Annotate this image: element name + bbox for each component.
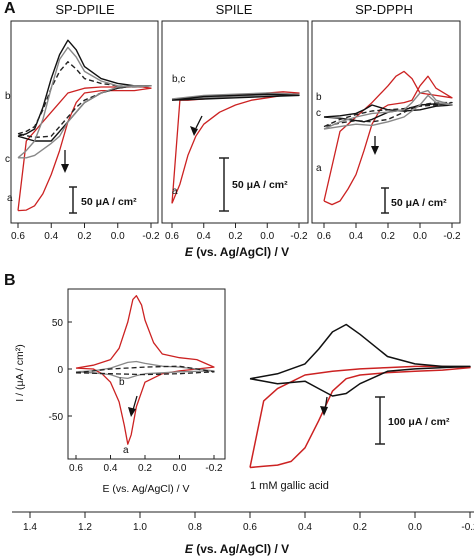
bottom-x-tick-label: 0.6 [243,522,257,533]
top-x-axes: 0.6 0.4 0.2 0.0 -0.2 0.6 0.4 0.2 0.0 -0.2 0.6 0.4 0.… [11,223,461,242]
bottom-x-tick-label: 0.8 [188,522,202,533]
inset-arrow [128,395,138,417]
bottom-x-tick-label: 1.2 [78,522,92,533]
inset-trace-b: b [119,377,125,388]
panel3-x-tick-label: -0.2 [443,231,461,242]
panel3-trace-c: c [316,108,321,119]
bottom-x-tick-label: 0.2 [353,522,367,533]
bottom-scale-bar [375,396,385,445]
panel3-series-a [323,70,453,206]
panel2-frame [161,20,309,224]
panel1-scale-bar [69,186,77,214]
bottom-arrow [320,396,328,416]
panel1-trace-b: b [5,91,11,102]
panel2-series-b,c-2 [171,93,300,101]
panel1-x-tick-label: 0.4 [44,231,58,242]
panel3-x-tick-label: 0.2 [381,231,395,242]
inset-y-tick-label: 50 [52,318,64,329]
panel2-x-tick-label: -0.2 [290,231,308,242]
bottom-x-tick-label: 0.0 [408,522,422,533]
panel2-x-tick-label: 0.6 [165,231,179,242]
panel2-trace-bc: b,c [172,74,185,85]
panel3-trace-a: a [316,163,322,174]
inset-x-tick-label: -0.2 [205,463,223,474]
panel2-series-b,c [171,92,300,100]
panel2-title: SPILE [216,2,253,17]
inset-x-axis-label: E (vs. Ag/AgCl) / V [103,483,190,495]
bottom-x-axis: 1.4 1.2 1.0 0.8 0.6 0.4 0.2 0.0 -0.2 [23,512,474,533]
panel1-series-a [17,86,152,212]
bottom-series-black [249,323,471,397]
bottom-x-tick-label: 1.4 [23,522,37,533]
panel3-scale-label: 50 μA / cm² [391,197,447,209]
panel1-x-tick-label: 0.2 [78,231,92,242]
panel1-x-tick-label: 0.6 [11,231,25,242]
panel3-arrow [371,136,379,155]
top-x-axis-label-e: E [185,245,194,259]
panel3-trace-b: b [316,92,322,103]
inset-trace-a: a [123,445,129,456]
inset-series-a [75,295,215,445]
bottom-x-tick-label: 1.0 [133,522,147,533]
panel3-x-tick-label: 0.4 [349,231,363,242]
bottom-x-tick-label: 0.4 [298,522,312,533]
bottom-series-red [249,365,471,469]
top-x-axis-label: E (vs. Ag/AgCl) / V [185,245,289,259]
bottom-curves [249,323,471,469]
panel3-series-b [323,103,453,123]
bottom-x-tick-label: -0.2 [461,522,474,533]
panel3-scale-bar [381,187,389,214]
top-curves [17,39,453,212]
top-x-axis-label-rest: (vs. Ag/AgCl) / V [193,245,289,259]
panel2-arrow [190,115,203,136]
panel2-scale-label: 50 μA / cm² [232,179,288,191]
panel1-series-b-dashed [17,61,152,139]
panel1-scale-label: 50 μA / cm² [81,196,137,208]
bottom-annotation: 1 mM gallic acid [250,480,329,492]
bottom-x-axis-label-rest: (vs. Ag/AgCl) / V [193,542,289,556]
panel1-series-c [17,46,152,159]
panel3-frame [311,20,461,224]
panel1-x-tick-label: 0.0 [111,231,125,242]
panel3-x-tick-label: 0.6 [317,231,331,242]
panel1-arrow [61,150,69,173]
inset-series-b [75,360,215,380]
panel3-title: SP-DPPH [355,2,413,17]
panel1-title: SP-DPILE [55,2,115,17]
panel2-x-tick-label: 0.2 [229,231,243,242]
panel1-x-tick-label: -0.2 [142,231,160,242]
panel-label-b: B [4,272,16,289]
panel2-scale-bar [219,157,229,212]
panel2-x-tick-label: 0.4 [197,231,211,242]
inset-x-tick-label: 0.2 [138,463,152,474]
panel2-x-tick-label: 0.0 [260,231,274,242]
inset-y-axis-label: I / (μA / cm²) [14,344,26,401]
inset-x-tick-label: 0.0 [173,463,187,474]
inset-y-tick-label: 0 [57,365,63,376]
panel3-x-tick-label: 0.0 [413,231,427,242]
inset-curves [75,295,215,445]
panel1-trace-c: c [5,154,10,165]
inset-x-tick-label: 0.4 [104,463,118,474]
panel2-trace-a: a [172,186,178,197]
inset-y-tick-label: -50 [49,412,64,423]
inset-axes: 0.6 0.4 0.2 0.0 -0.2 50 0 -50 [49,318,224,474]
inset-x-tick-label: 0.6 [69,463,83,474]
panel-label-a: A [4,0,16,17]
bottom-x-axis-label-e: E [185,542,194,556]
inset-series-b-dashed [75,365,215,376]
panel3-series-c [323,89,453,130]
bottom-scale-label: 100 μA / cm² [388,416,450,428]
bottom-x-axis-label: E (vs. Ag/AgCl) / V [185,542,289,556]
inset-frame [67,288,226,460]
panel3-series-b-dashed [323,101,453,128]
panel1-trace-a: a [7,193,13,204]
panel1-frame [10,20,159,224]
